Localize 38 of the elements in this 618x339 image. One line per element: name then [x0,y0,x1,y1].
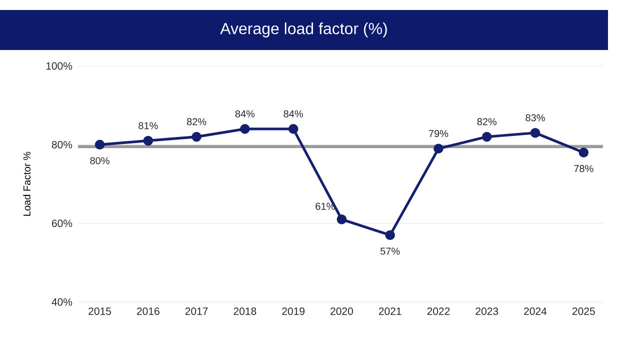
y-axis-title: Load Factor % [23,152,30,216]
y-tick-label: 60% [52,220,72,228]
point [385,230,395,240]
data-label: 82% [477,118,497,126]
data-label: 78% [574,165,594,172]
point [530,128,540,138]
point [434,144,444,154]
point [336,214,347,224]
x-tick-label: 2018 [234,308,256,315]
x-tick-label: 2019 [282,308,304,315]
point [578,148,589,158]
data-label: 57% [380,248,400,255]
x-tick-label: 2025 [572,308,595,315]
point [288,124,298,134]
y-tick-label: 100% [46,62,72,70]
data-label: 83% [526,114,545,122]
x-tick-label: 2022 [427,308,450,315]
x-tick-label: 2021 [378,308,402,315]
point [143,136,154,146]
point [482,132,492,142]
point [192,132,202,142]
y-tick-label: 80% [52,140,72,148]
data-label: 84% [235,110,255,118]
data-label: 80% [90,157,110,164]
x-tick-label: 2024 [524,308,547,315]
point [94,140,105,150]
x-tick-label: 2015 [88,308,112,315]
point [240,124,250,134]
data-label: 79% [428,130,448,138]
data-label: 82% [186,118,206,126]
x-tick-label: 2016 [137,308,160,315]
y-tick-label: 40% [52,298,72,306]
x-tick-label: 2023 [476,308,498,315]
data-label: 81% [138,122,158,130]
x-tick-label: 2017 [185,308,208,315]
x-tick-label: 2020 [330,308,353,315]
data-label: 84% [284,110,303,118]
chart-title: Average load factor (%) [220,22,387,38]
